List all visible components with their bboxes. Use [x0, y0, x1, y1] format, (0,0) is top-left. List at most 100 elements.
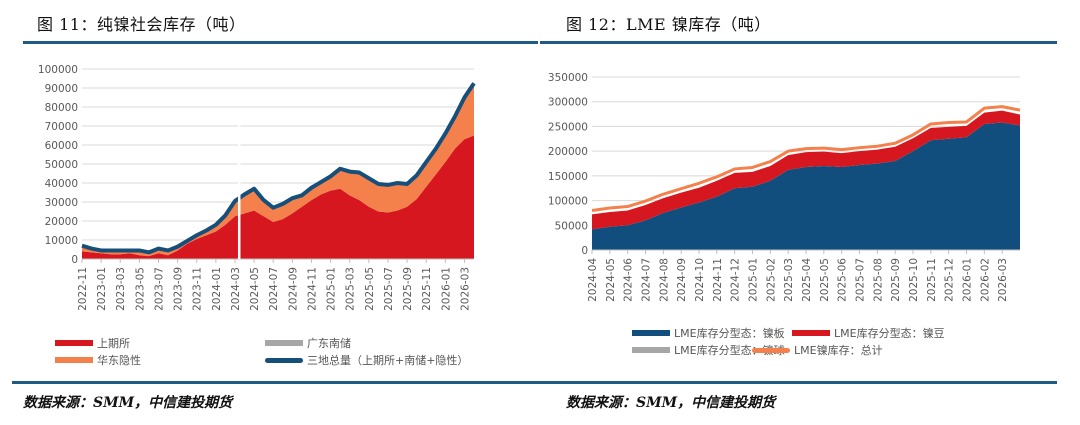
footer-divider	[12, 381, 1057, 384]
right-y-tick-label: 100000	[548, 196, 588, 208]
legend-item-east-china-hidden[interactable]: 华东隐性	[55, 352, 141, 368]
left-x-tick-label: 2022-11	[77, 267, 89, 311]
legend-label: LME库存分型态：镍豆	[834, 327, 945, 340]
right-x-tick-label: 2025-10	[908, 258, 920, 302]
right-title-underline	[540, 41, 1057, 44]
right-area-1	[592, 110, 1020, 230]
social-nickel-inventory-chart: 0 10000 20000 30000 40000 50000 60000 70000 8000…	[38, 64, 476, 311]
right-y-tick-label: 200000	[548, 146, 588, 158]
right-y-tick-label: 250000	[548, 121, 588, 133]
left-x-tick-label: 2024-09	[287, 267, 299, 311]
left-area-0	[82, 135, 474, 259]
left-line-0	[81, 82, 476, 255]
legend-item-lme-briquette[interactable]: LME库存分型态：镍豆	[792, 325, 945, 341]
legend-label: 三地总量（上期所+南储+隐性）	[307, 354, 469, 367]
left-x-tick-label: 2023-09	[173, 267, 185, 311]
right-x-tick-label: 2026-02	[979, 258, 991, 302]
left-data-source: 数据来源：SMM，中信建投期货	[23, 395, 233, 411]
right-x-tick-label: 2024-12	[730, 258, 742, 302]
left-x-tick-label: 2023-01	[96, 267, 108, 311]
left-x-tick-label: 2024-11	[306, 267, 318, 311]
right-x-tick-label: 2025-12	[944, 258, 956, 302]
left-x-tick-label: 2026-01	[440, 267, 452, 311]
left-x-tick-label: 2023-03	[115, 267, 127, 311]
right-x-tick-label: 2025-01	[748, 258, 760, 302]
right-area-0	[592, 122, 1020, 250]
right-x-tick-label: 2025-02	[765, 258, 777, 302]
right-x-tick-label: 2024-10	[694, 258, 706, 302]
legend-swatch-shfe	[55, 340, 93, 346]
left-y-tick-label: 80000	[45, 102, 78, 114]
left-y-tick-label: 20000	[45, 216, 78, 228]
left-x-tick-label: 2025-09	[402, 267, 414, 311]
right-y-tick-label: 50000	[555, 220, 588, 232]
left-x-tick-label: 2025-03	[345, 267, 357, 311]
right-x-tick-label: 2024-05	[605, 258, 617, 302]
legend-item-lme-pellet[interactable]: LME库存分型态：镍球	[632, 342, 785, 358]
lme-nickel-inventory-chart: 0 50000 100000 150000 200000 250000 300000 3500…	[548, 72, 1021, 302]
legend-swatch-cathode	[632, 330, 670, 336]
left-x-tick-label: 2025-05	[364, 267, 376, 311]
right-line-0	[591, 105, 1021, 212]
left-data-gap	[237, 110, 241, 259]
legend-swatch-total	[265, 357, 303, 363]
right-x-tick-label: 2025-09	[890, 258, 902, 302]
right-x-tick-label: 2025-04	[801, 258, 813, 302]
legend-item-lme-total[interactable]: LME镍库存：总计	[752, 342, 883, 358]
left-x-tick-label: 2023-11	[192, 267, 204, 311]
left-title-underline	[23, 41, 538, 44]
legend-item-three-region-total[interactable]: 三地总量（上期所+南储+隐性）	[265, 352, 468, 368]
legend-label: 上期所	[97, 337, 130, 350]
left-y-tick-label: 100000	[38, 64, 78, 76]
right-data-source: 数据来源：SMM，中信建投期货	[566, 395, 776, 411]
left-x-tick-label: 2025-11	[421, 267, 433, 311]
left-x-tick-label: 2024-05	[249, 267, 261, 311]
legend-swatch-briquette	[792, 330, 830, 336]
legend-swatch-east-china	[55, 357, 93, 363]
left-x-tick-label: 2026-03	[459, 267, 471, 311]
right-x-tick-label: 2024-06	[623, 258, 635, 302]
left-y-tick-label: 50000	[45, 159, 78, 171]
left-y-tick-label: 40000	[45, 178, 78, 190]
legend-swatch-pellet	[632, 347, 670, 353]
legend-swatch-lme-total	[752, 347, 790, 353]
left-y-tick-label: 30000	[45, 197, 78, 209]
legend-label: LME库存分型态：镍球	[674, 344, 785, 357]
left-x-tick-label: 2024-01	[211, 267, 223, 311]
legend-item-lme-cathode[interactable]: LME库存分型态：镍板	[632, 325, 785, 341]
left-y-tick-label: 70000	[45, 121, 78, 133]
right-x-tick-label: 2024-04	[587, 258, 599, 302]
left-x-tick-label: 2023-05	[134, 267, 146, 311]
left-x-tick-label: 2025-01	[326, 267, 338, 311]
right-x-tick-label: 2025-05	[819, 258, 831, 302]
left-x-tick-label: 2025-07	[383, 267, 395, 311]
right-figure-title: 图 12：LME 镍库存（吨）	[566, 15, 771, 34]
left-y-tick-label: 0	[71, 254, 78, 266]
right-y-tick-label: 0	[581, 245, 588, 257]
right-x-tick-label: 2025-08	[872, 258, 884, 302]
right-x-tick-label: 2025-03	[783, 258, 795, 302]
right-x-tick-label: 2026-03	[997, 258, 1009, 302]
right-x-tick-label: 2025-07	[855, 258, 867, 302]
legend-label: LME镍库存：总计	[794, 344, 883, 357]
legend-label: LME库存分型态：镍板	[674, 327, 785, 340]
right-y-tick-label: 350000	[548, 72, 588, 84]
right-x-tick-label: 2025-06	[837, 258, 849, 302]
left-x-tick-label: 2024-03	[230, 267, 242, 311]
right-x-tick-label: 2024-11	[712, 258, 724, 302]
right-y-tick-label: 150000	[548, 171, 588, 183]
left-x-tick-label: 2023-07	[153, 267, 165, 311]
legend-item-shfe[interactable]: 上期所	[55, 335, 130, 351]
legend-label: 华东隐性	[97, 354, 141, 367]
left-y-tick-label: 60000	[45, 140, 78, 152]
right-x-tick-label: 2026-01	[962, 258, 974, 302]
left-y-tick-label: 10000	[45, 235, 78, 247]
right-x-tick-label: 2024-07	[641, 258, 653, 302]
right-x-tick-label: 2024-09	[676, 258, 688, 302]
legend-item-guangdong-nanchu[interactable]: 广东南储	[265, 335, 351, 351]
legend-swatch-guangdong	[265, 340, 303, 346]
right-x-tick-label: 2024-08	[658, 258, 670, 302]
right-x-tick-label: 2025-11	[926, 258, 938, 302]
left-y-tick-label: 90000	[45, 83, 78, 95]
left-figure-title: 图 11：纯镍社会库存（吨）	[37, 15, 246, 34]
